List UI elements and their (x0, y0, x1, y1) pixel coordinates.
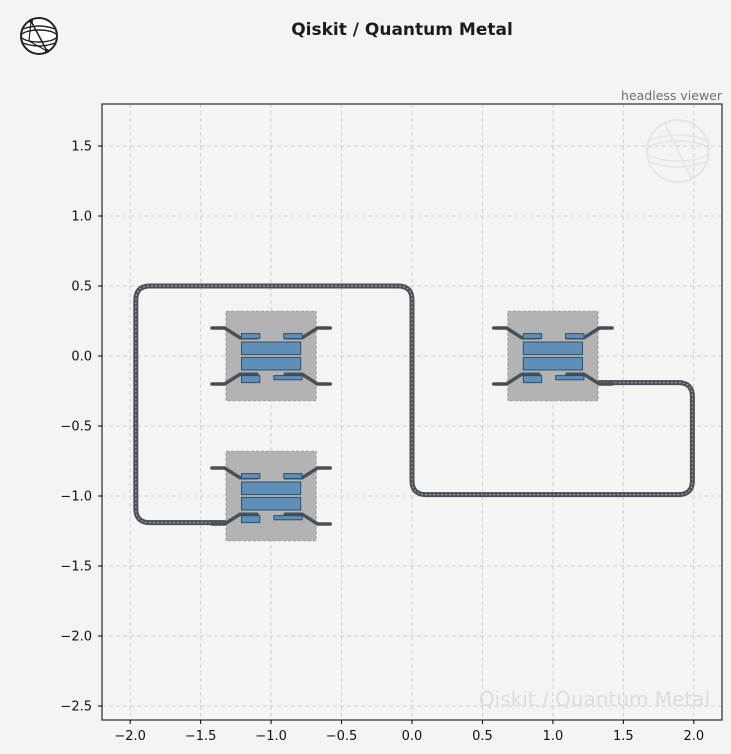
qubit-coupler-pad (241, 375, 261, 384)
viewer-subtitle: headless viewer (621, 88, 722, 103)
y-tick-label: −2.5 (60, 700, 92, 715)
qubit-coupler-pad (241, 515, 261, 524)
x-tick-label: −0.5 (326, 729, 358, 744)
qubit-main-pad-bottom (241, 496, 302, 511)
y-tick-label: −2.0 (60, 630, 92, 645)
x-tick-label: −2.0 (114, 729, 146, 744)
qubit-coupler-pad (241, 333, 261, 340)
x-tick-label: −1.5 (185, 729, 217, 744)
qubit-components (210, 310, 614, 542)
y-tick-label: 1.5 (71, 140, 92, 155)
qubit-coupler-pad (241, 473, 261, 480)
qubit-coupler-pad (555, 375, 585, 381)
watermark-globe-icon (646, 119, 710, 183)
watermark-text: Qiskit / Quantum Metal (479, 687, 710, 711)
y-tick-label: 0.5 (71, 280, 92, 295)
x-tick-label: 2.0 (683, 729, 704, 744)
qubit-connector (283, 372, 333, 386)
qubit-coupler-pad (273, 375, 303, 381)
qubit-main-pad-top (522, 341, 583, 356)
qubit-coupler-pad (283, 333, 303, 340)
y-tick-label: −1.5 (60, 560, 92, 575)
x-tick-label: −1.0 (255, 729, 287, 744)
qubit-connector (283, 512, 333, 526)
qubit-coupler-pad (522, 375, 543, 384)
globe-icon (20, 17, 58, 55)
page-title: Qiskit / Quantum Metal (291, 20, 513, 40)
qubit-pocket (225, 450, 317, 542)
y-axis-ticks: 1.5 1.0 0.5 0.0 −0.5 −1.0 −1.5 −2.0 −2.5 (60, 140, 102, 715)
qubit-pocket (507, 310, 599, 402)
x-axis-ticks: −2.0 −1.5 −1.0 −0.5 0.0 0.5 1.0 1.5 2.0 (114, 720, 704, 744)
qubit-main-pad-bottom (522, 356, 583, 371)
cpw-route-center (135, 285, 694, 524)
qubit-main-pad-top (241, 341, 302, 356)
x-tick-label: 0.5 (472, 729, 493, 744)
qubit-connector (210, 372, 259, 386)
qubit-main-pad-bottom (241, 356, 302, 371)
qubit-coupler-pad (565, 333, 585, 340)
qubit-coupler-pad (522, 333, 543, 340)
qubit-pocket (225, 310, 317, 402)
qubit (210, 310, 333, 402)
qubit-connector (565, 372, 614, 386)
y-tick-label: −0.5 (60, 420, 92, 435)
y-tick-label: −1.0 (60, 490, 92, 505)
qubit-main-pad-top (241, 481, 302, 496)
y-tick-label: 0.0 (71, 350, 92, 365)
qubit (210, 450, 333, 542)
qubit-connector (210, 512, 259, 526)
qubit-coupler-pad (283, 473, 303, 480)
qubit-connector (491, 372, 541, 386)
x-tick-label: 1.5 (613, 729, 634, 744)
cpw-routes (133, 283, 695, 526)
y-tick-label: 1.0 (71, 210, 92, 225)
qubit-coupler-pad (273, 515, 303, 521)
x-tick-label: 1.0 (543, 729, 564, 744)
x-tick-label: 0.0 (402, 729, 423, 744)
qubit (491, 310, 614, 402)
